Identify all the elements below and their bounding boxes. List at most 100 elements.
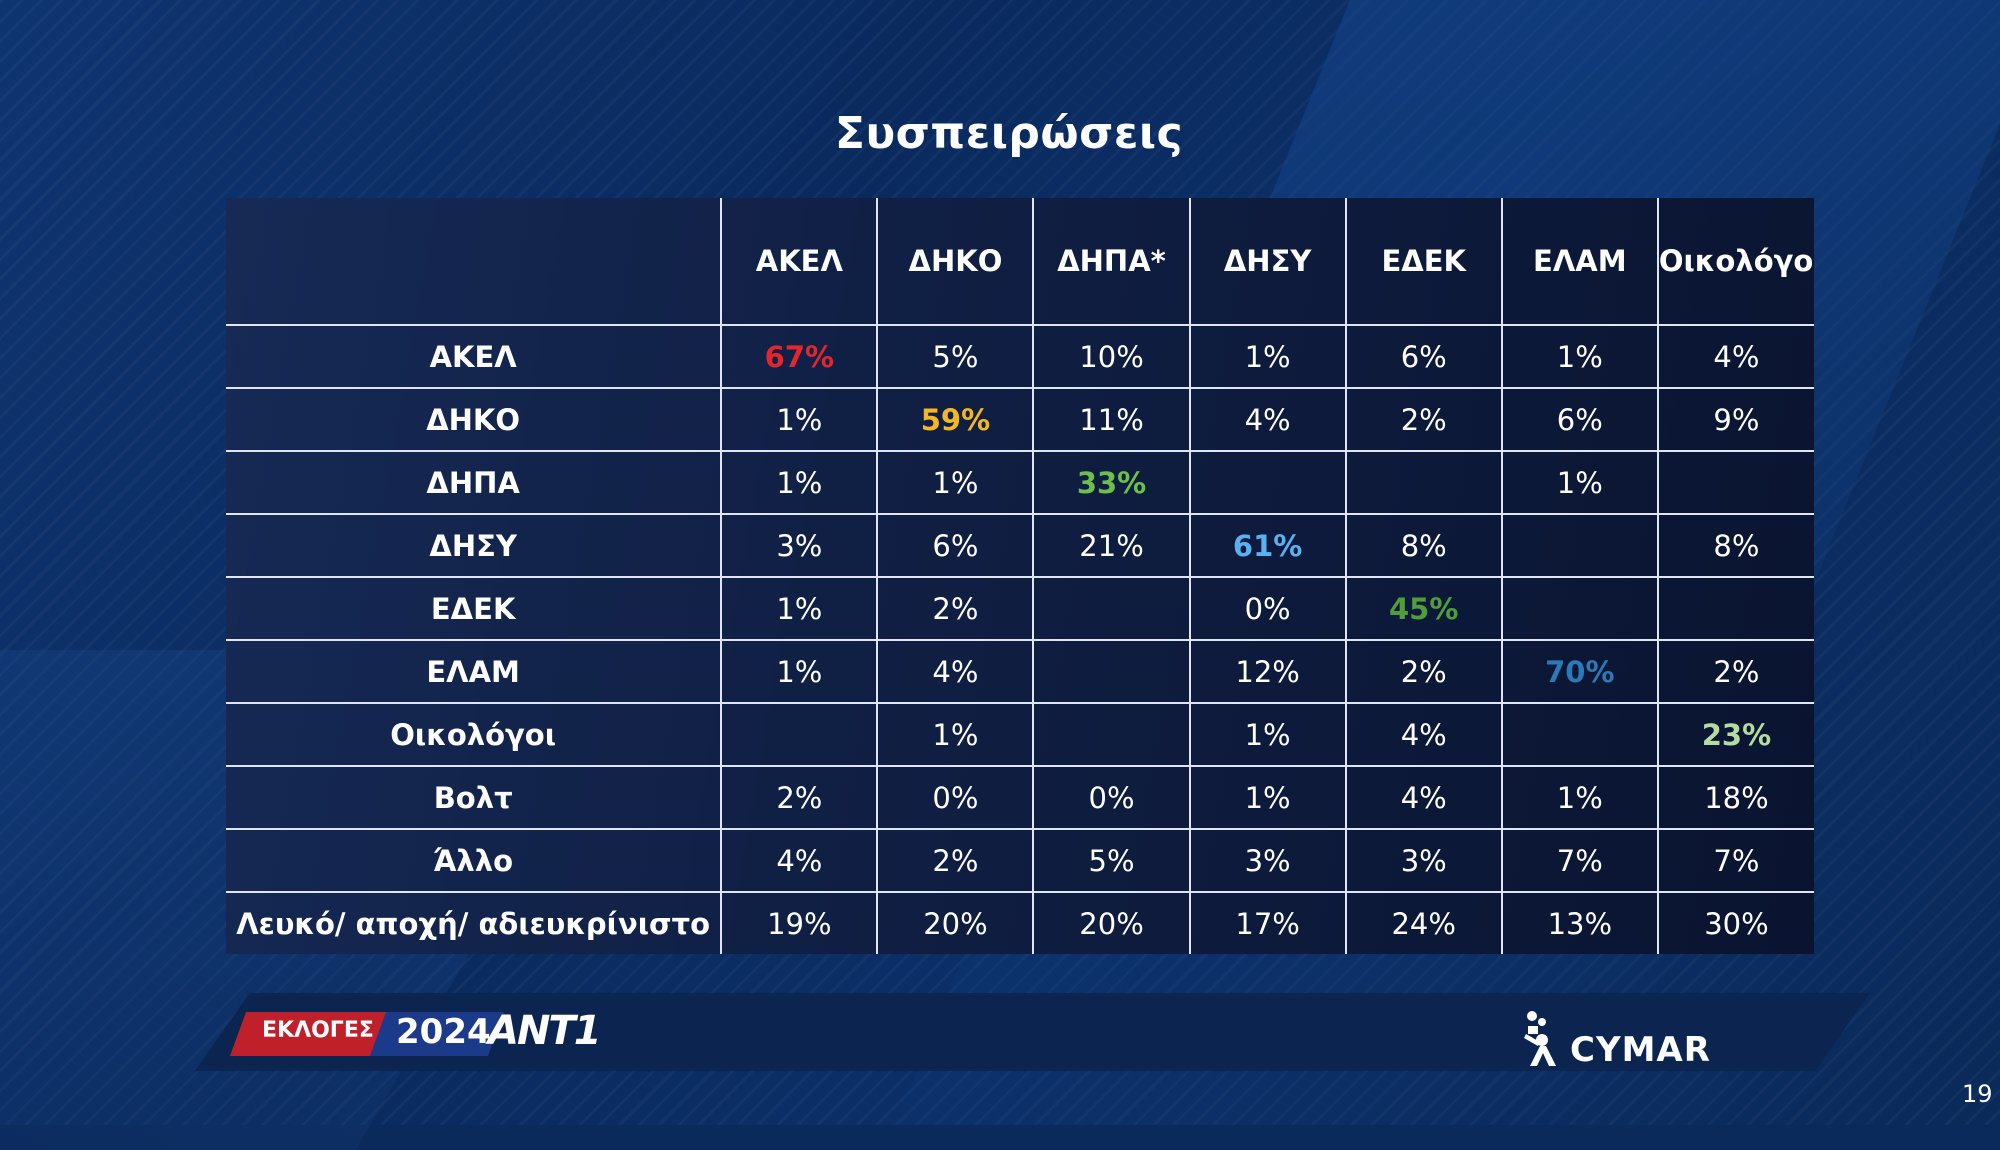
table-cell xyxy=(1188,450,1347,515)
table-cell: 45% xyxy=(1344,576,1503,641)
table-cell xyxy=(720,702,879,767)
table-row: ΑΚΕΛ 67% 5% 10% 1% 6% 1% 4% xyxy=(226,324,1814,389)
table-cell: 2% xyxy=(876,828,1035,893)
table-cell xyxy=(1032,702,1191,767)
table-cell: 0% xyxy=(876,765,1035,830)
table-cell: 9% xyxy=(1656,387,1814,452)
table-cell: 17% xyxy=(1188,891,1347,954)
table-cell: 0% xyxy=(1032,765,1191,830)
table-cell xyxy=(1500,576,1659,641)
ant1-logo: ΑΝΤ1 xyxy=(488,1008,602,1054)
table-row: ΔΗΠΑ 1% 1% 33% 1% xyxy=(226,450,1814,515)
cymar-logo-icon xyxy=(1524,1011,1556,1066)
row-label: Άλλο xyxy=(226,828,723,893)
table-cell: 1% xyxy=(720,450,879,515)
table-cell: 2% xyxy=(720,765,879,830)
table-cell: 5% xyxy=(1032,828,1191,893)
table-row: ΔΗΣΥ 3% 6% 21% 61% 8% 8% xyxy=(226,513,1814,578)
table-cell: 8% xyxy=(1344,513,1503,578)
table-row: Άλλο 4% 2% 5% 3% 3% 7% 7% xyxy=(226,828,1814,893)
row-label: Λευκό/ αποχή/ αδιευκρίνιστο xyxy=(226,891,723,954)
table-cell xyxy=(1500,513,1659,578)
table-cell: 1% xyxy=(1500,765,1659,830)
table-cell: 1% xyxy=(876,450,1035,515)
column-header: ΕΔΕΚ xyxy=(1344,198,1503,326)
table-row: Βολτ 2% 0% 0% 1% 4% 1% 18% xyxy=(226,765,1814,830)
table-cell: 1% xyxy=(1500,450,1659,515)
table-cell: 2% xyxy=(876,576,1035,641)
table-cell: 59% xyxy=(876,387,1035,452)
table-corner-cell xyxy=(226,198,723,326)
table-cell: 30% xyxy=(1656,891,1814,954)
table-cell: 1% xyxy=(720,639,879,704)
table-cell: 3% xyxy=(1344,828,1503,893)
table-cell: 2% xyxy=(1344,387,1503,452)
elections-logo-label: ΕΚΛΟΓΕΣ xyxy=(262,1018,374,1043)
table-cell: 1% xyxy=(720,576,879,641)
table-cell xyxy=(1344,450,1503,515)
table-cell: 70% xyxy=(1500,639,1659,704)
table-cell: 6% xyxy=(1344,324,1503,389)
column-header: Οικολόγοι xyxy=(1656,198,1814,326)
page-number: 19 xyxy=(1962,1080,1993,1108)
table-cell: 3% xyxy=(1188,828,1347,893)
table-cell: 4% xyxy=(720,828,879,893)
table-cell: 4% xyxy=(1344,765,1503,830)
cohesion-table: ΑΚΕΛ ΔΗΚΟ ΔΗΠΑ* ΔΗΣΥ ΕΔΕΚ ΕΛΑΜ Οικολόγοι… xyxy=(226,198,1814,954)
column-header: ΑΚΕΛ xyxy=(720,198,879,326)
table-cell: 6% xyxy=(1500,387,1659,452)
table-row: ΕΛΑΜ 1% 4% 12% 2% 70% 2% xyxy=(226,639,1814,704)
table-cell: 6% xyxy=(876,513,1035,578)
table-cell: 4% xyxy=(1188,387,1347,452)
column-header: ΔΗΚΟ xyxy=(876,198,1035,326)
cymar-logo-text: CYMAR xyxy=(1570,1030,1711,1070)
table-cell: 2% xyxy=(1656,639,1814,704)
table-cell: 3% xyxy=(720,513,879,578)
table-cell: 1% xyxy=(1188,324,1347,389)
row-label: ΔΗΣΥ xyxy=(226,513,723,578)
table-header-row: ΑΚΕΛ ΔΗΚΟ ΔΗΠΑ* ΔΗΣΥ ΕΔΕΚ ΕΛΑΜ Οικολόγοι xyxy=(226,198,1814,326)
table-cell xyxy=(1032,639,1191,704)
row-label: ΑΚΕΛ xyxy=(226,324,723,389)
table-cell: 0% xyxy=(1188,576,1347,641)
table-cell xyxy=(1032,576,1191,641)
table-cell: 4% xyxy=(876,639,1035,704)
table-cell: 2% xyxy=(1344,639,1503,704)
table-cell: 12% xyxy=(1188,639,1347,704)
row-label: ΔΗΚΟ xyxy=(226,387,723,452)
table-cell: 5% xyxy=(876,324,1035,389)
row-label: ΕΛΑΜ xyxy=(226,639,723,704)
table-row: Οικολόγοι 1% 1% 4% 23% xyxy=(226,702,1814,767)
table-cell: 67% xyxy=(720,324,879,389)
table-cell: 19% xyxy=(720,891,879,954)
table-cell: 24% xyxy=(1344,891,1503,954)
table-cell: 1% xyxy=(1188,702,1347,767)
table-cell: 10% xyxy=(1032,324,1191,389)
page-title: Συσπειρώσεις xyxy=(834,108,1184,159)
row-label: ΕΔΕΚ xyxy=(226,576,723,641)
table-cell: 4% xyxy=(1656,324,1814,389)
column-header: ΔΗΠΑ* xyxy=(1032,198,1191,326)
table-cell xyxy=(1500,702,1659,767)
table-cell xyxy=(1656,576,1814,641)
table-cell: 4% xyxy=(1344,702,1503,767)
table-cell: 20% xyxy=(1032,891,1191,954)
table-cell: 21% xyxy=(1032,513,1191,578)
column-header: ΔΗΣΥ xyxy=(1188,198,1347,326)
row-label: Οικολόγοι xyxy=(226,702,723,767)
table-cell: 7% xyxy=(1656,828,1814,893)
elections-logo-year: 2024 xyxy=(396,1012,491,1052)
table-cell xyxy=(1656,450,1814,515)
table-row: ΔΗΚΟ 1% 59% 11% 4% 2% 6% 9% xyxy=(226,387,1814,452)
table-cell: 61% xyxy=(1188,513,1347,578)
row-label: ΔΗΠΑ xyxy=(226,450,723,515)
column-header: ΕΛΑΜ xyxy=(1500,198,1659,326)
table-cell: 11% xyxy=(1032,387,1191,452)
table-row: Λευκό/ αποχή/ αδιευκρίνιστο 19% 20% 20% 17% 2… xyxy=(226,891,1814,954)
table-cell: 23% xyxy=(1656,702,1814,767)
table-cell: 1% xyxy=(1500,324,1659,389)
table-cell: 1% xyxy=(876,702,1035,767)
table-cell: 8% xyxy=(1656,513,1814,578)
row-label: Βολτ xyxy=(226,765,723,830)
table-cell: 20% xyxy=(876,891,1035,954)
